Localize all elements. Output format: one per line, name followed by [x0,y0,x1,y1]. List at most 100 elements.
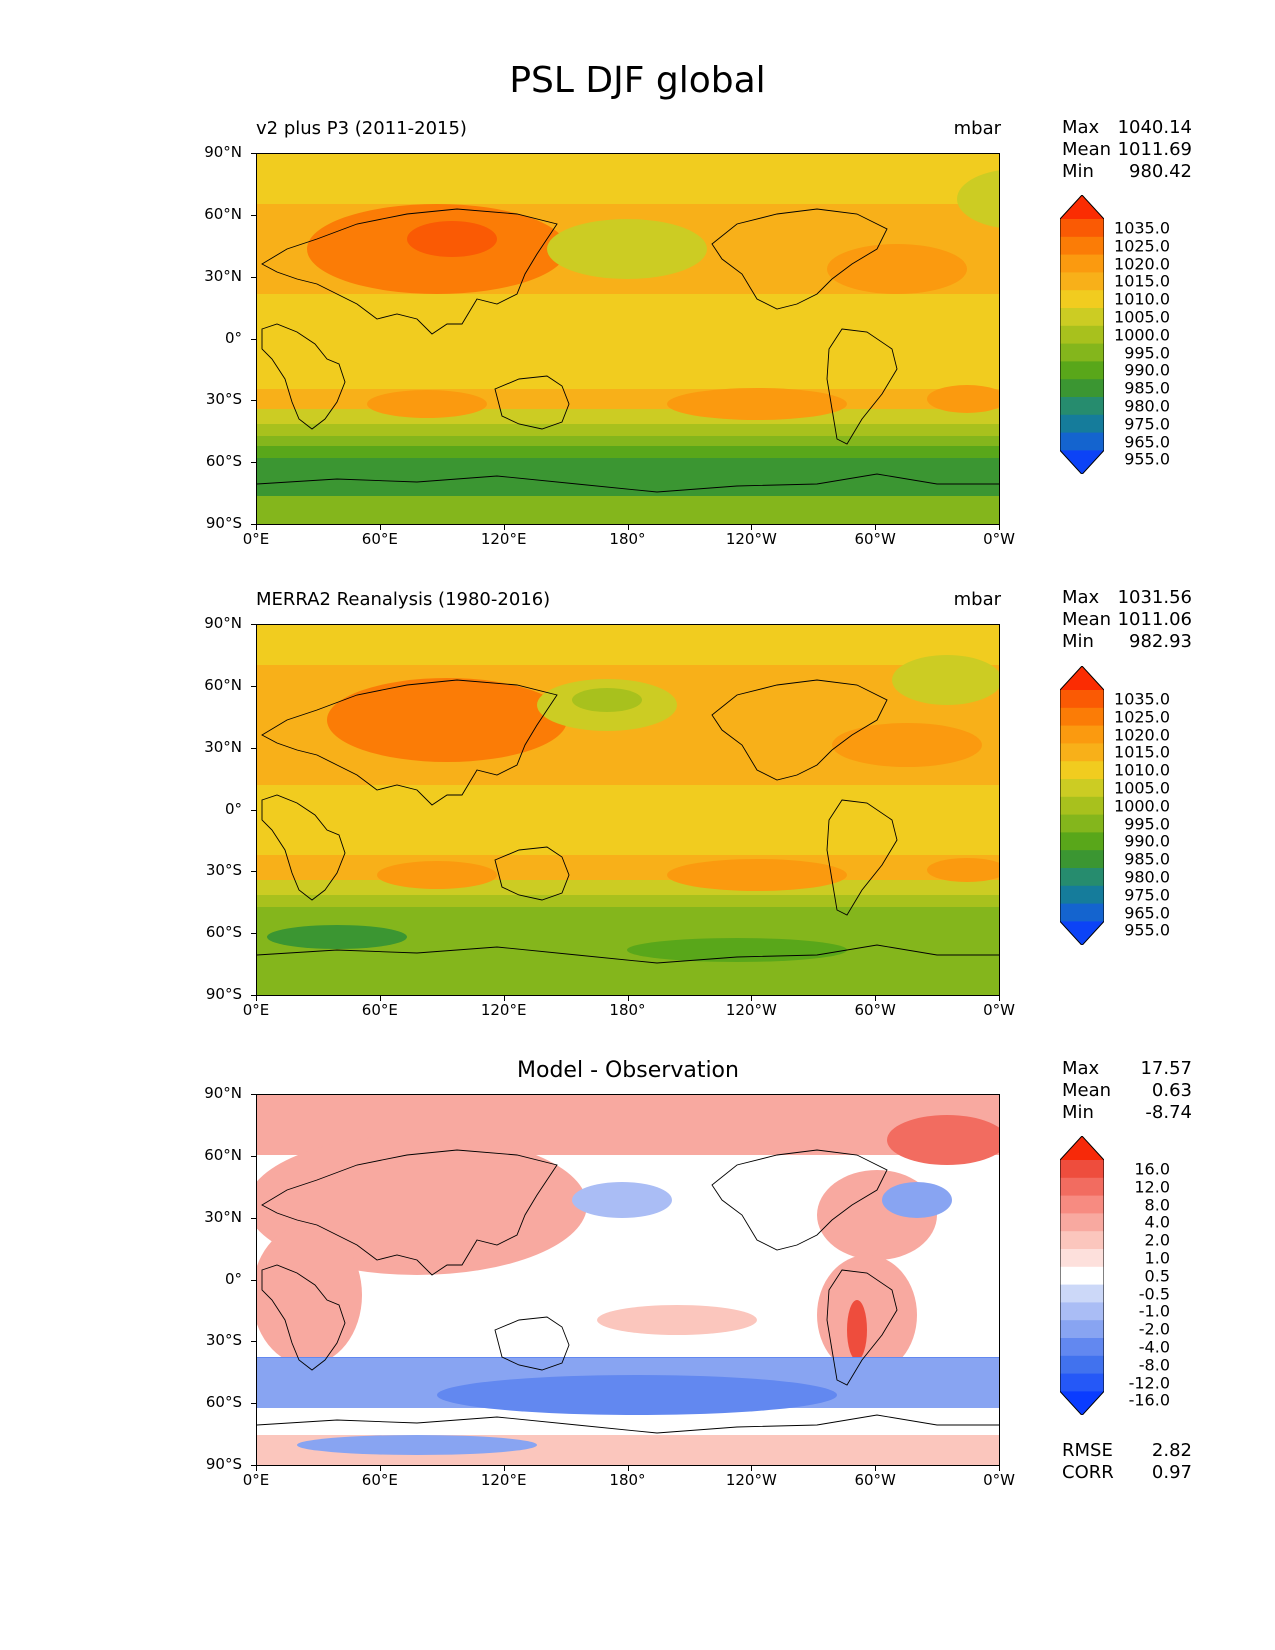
lon-tick [875,525,877,530]
coastline [257,473,999,493]
band-990 [257,907,999,925]
lon-tick [875,996,877,1001]
map-obs-psl [256,624,1000,996]
lat-tick [251,685,256,687]
panel-obs-title: MERRA2 Reanalysis (1980-2016) [256,589,551,610]
colorbar-label: 4.0 [1144,1212,1170,1232]
tropics-band [257,785,999,855]
colorbar-segment [1060,1249,1104,1268]
low-indian-sector [267,925,407,949]
stats-model: Max 1040.14 Mean 1011.69 Min 980.42 [1062,117,1192,183]
lat-label: 30°N [204,737,242,756]
colorbar-segment [1060,761,1104,780]
colorbar-obs [1059,665,1105,949]
lat-tick [251,933,256,935]
lon-label: 120°W [725,1001,777,1019]
band-995 [257,424,999,436]
lat-label: 30°S [205,861,242,880]
lat-label: 30°S [205,390,242,409]
colorbar-segment [1060,308,1104,327]
stat-max-label: Max [1062,117,1100,138]
corr-label: CORR [1062,1462,1114,1483]
colorbar-segment [1060,725,1104,744]
lat-label: 90°S [205,985,242,1003]
colorbar-segment [1060,272,1104,291]
stat-max-value: 1031.56 [1117,587,1192,608]
atlantic-high [927,858,999,882]
colorbar-label: 2.0 [1144,1230,1170,1250]
band-995 [257,895,999,907]
colorbar-label: 1000.0 [1114,796,1170,816]
colorbar-svg [1059,1135,1105,1417]
lat-label: 0° [224,1269,242,1288]
colorbar-segment [1060,432,1104,451]
lon-tick [503,996,505,1001]
lon-tick [999,525,1000,530]
colorbar-segment [1060,743,1104,762]
colorbar-segment [1060,1355,1104,1375]
lat-label: 90°N [204,143,242,161]
lon-label: 60°W [854,1001,896,1019]
lat-tick [251,1279,256,1281]
lon-tick [256,996,257,1001]
lon-tick [751,525,753,530]
lon-label: 0°E [242,1471,270,1489]
colorbar-label: 1035.0 [1114,218,1170,238]
lat-label: 90°N [204,1084,242,1102]
pacific-negative [572,1182,672,1218]
colorbar-segment [1060,219,1104,238]
colorbar-model [1059,194,1105,478]
lat-tick [251,276,256,278]
stat-min-value: 980.42 [1129,161,1192,182]
lat-label: 60°S [205,1393,242,1412]
lon-tick [379,996,381,1001]
map-canvas [257,625,999,995]
colorbar-segment [1060,1373,1104,1392]
tropics-band [257,294,999,389]
colorbar-label: -16.0 [1128,1390,1170,1410]
colorbar-svg [1059,665,1105,947]
siberian-high [327,678,567,762]
lon-label: 0°E [242,530,270,548]
lon-label: 0°W [983,1001,1015,1019]
colorbar-segment [1060,325,1104,345]
lon-tick [379,525,381,530]
colorbar-segment [1060,885,1104,905]
greenland-positive [887,1115,999,1165]
antarctic-band [257,496,999,524]
lon-tick [627,996,629,1001]
stat-mean-label: Mean [1062,139,1112,160]
coastline [826,799,898,916]
lat-tick [251,1217,256,1219]
lat-tick [251,524,256,525]
lon-label: 0°W [983,530,1015,548]
colorbar-segment [1060,379,1104,398]
panel-model-units: mbar [953,118,1001,139]
stat-mean-value: 0.63 [1151,1080,1192,1101]
stat-mean-label: Mean [1062,609,1112,630]
colorbar-segment [1060,690,1104,709]
lat-tick [251,400,256,402]
low-pacific-sector [627,938,847,962]
lat-tick [251,871,256,873]
indian-high [377,861,497,889]
colorbar-svg [1059,194,1105,476]
lon-tick [751,996,753,1001]
lat-tick [251,338,256,340]
lat-tick [251,214,256,216]
coastline [257,944,999,964]
colorbar-label: -1.0 [1138,1301,1170,1321]
rmse-value: 2.82 [1151,1440,1192,1461]
indian-high [367,390,487,418]
lat-tick [251,1094,256,1095]
lon-tick [999,1466,1000,1471]
colorbar-diff [1059,1135,1105,1419]
stat-min-label: Min [1062,161,1094,182]
lat-label: 90°S [205,514,242,532]
atlantic-high [927,385,999,413]
colorbar-label: 1025.0 [1114,707,1170,727]
colorbar-label: 965.0 [1124,903,1170,922]
coastline [494,1316,570,1371]
stat-max-value: 1040.14 [1117,117,1192,138]
lat-tick [251,995,256,996]
